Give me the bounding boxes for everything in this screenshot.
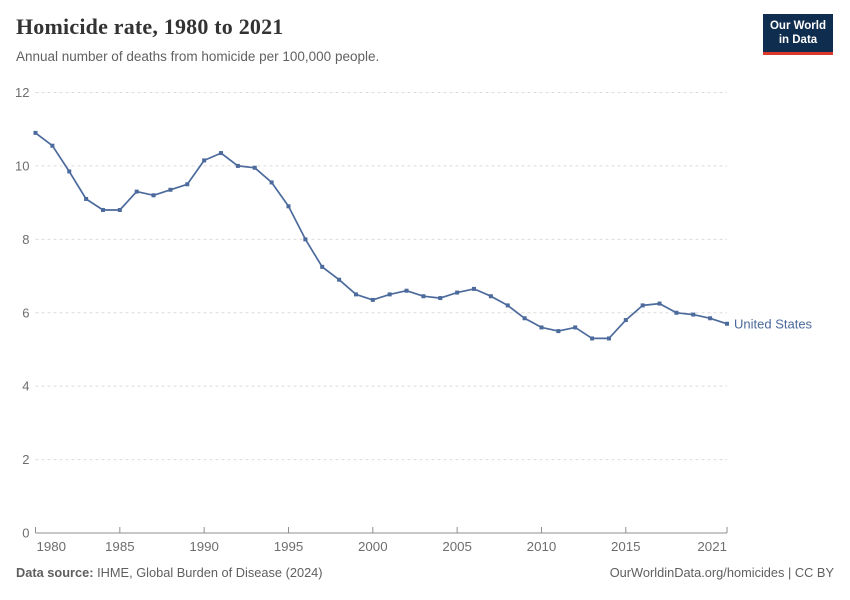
x-tick-label: 2010 <box>527 539 557 554</box>
data-point <box>168 187 173 192</box>
data-point <box>151 193 156 198</box>
data-point <box>522 316 527 321</box>
data-point <box>657 301 662 306</box>
data-point <box>674 310 679 315</box>
gridlines <box>35 92 727 461</box>
data-point <box>320 264 325 269</box>
data-point <box>67 169 72 174</box>
y-tick-label: 0 <box>22 526 29 541</box>
x-tick-label: 2005 <box>442 539 472 554</box>
data-point <box>33 130 38 135</box>
data-point <box>219 151 224 156</box>
data-point <box>606 336 611 341</box>
data-point <box>387 292 392 297</box>
data-source-label: Data source: <box>16 565 94 580</box>
chart-footer: Data source: IHME, Global Burden of Dise… <box>16 565 834 580</box>
data-point <box>252 165 257 170</box>
credit-note: OurWorldinData.org/homicides | CC BY <box>609 565 834 580</box>
chart-canvas: 0 2 4 6 8 10 12 1980 1985 1990 1995 2000 2005 2010 201… <box>15 85 813 554</box>
data-point <box>50 143 55 148</box>
data-point <box>725 321 729 326</box>
x-tick-label: 1980 <box>37 539 67 554</box>
x-tick-label: 2000 <box>358 539 388 554</box>
series-line <box>34 132 728 340</box>
data-point <box>134 189 139 194</box>
x-tick-label: 2015 <box>611 539 641 554</box>
data-point <box>640 303 645 308</box>
data-point <box>303 237 308 242</box>
owid-logo-line1: Our World <box>769 20 826 32</box>
data-point <box>573 325 578 330</box>
owid-logo-line2: in Data <box>778 34 818 47</box>
y-tick-label: 2 <box>22 452 29 467</box>
data-series <box>33 130 729 341</box>
data-point <box>84 196 89 201</box>
axes: 0 2 4 6 8 10 12 1980 1985 1990 1995 2000 2005 2010 201… <box>15 85 728 554</box>
data-point <box>404 288 409 293</box>
data-point <box>235 163 240 168</box>
data-point <box>117 207 122 212</box>
data-point <box>556 329 561 334</box>
data-point <box>202 158 207 163</box>
data-point <box>269 180 274 185</box>
data-point <box>505 303 510 308</box>
data-point <box>370 297 375 302</box>
x-tick-label: 1995 <box>274 539 304 554</box>
data-point <box>337 277 342 282</box>
line-chart: 0 2 4 6 8 10 12 1980 1985 1990 1995 2000 2005 2010 201… <box>0 85 850 560</box>
owid-logo: Our World in Data <box>763 14 833 55</box>
y-tick-label: 10 <box>15 158 29 173</box>
data-point <box>455 290 460 295</box>
x-tick-label: 1985 <box>105 539 135 554</box>
chart-subtitle: Annual number of deaths from homicide pe… <box>16 49 380 64</box>
data-point <box>590 336 595 341</box>
data-source-note: Data source: IHME, Global Burden of Dise… <box>16 565 323 580</box>
series-label: United States <box>734 316 813 331</box>
data-point <box>100 207 105 212</box>
x-tick-label: 2021 <box>697 539 727 554</box>
data-point <box>421 294 426 299</box>
data-point <box>185 182 190 187</box>
y-tick-label: 8 <box>22 232 29 247</box>
y-tick-label: 6 <box>22 305 29 320</box>
data-point <box>708 316 713 321</box>
y-tick-label: 12 <box>15 85 29 100</box>
data-point <box>286 204 291 209</box>
data-point <box>472 286 477 291</box>
data-point <box>438 296 443 301</box>
data-point <box>691 312 696 317</box>
chart-header: Homicide rate, 1980 to 2021 Annual numbe… <box>16 14 740 64</box>
data-point <box>488 294 493 299</box>
page-title: Homicide rate, 1980 to 2021 <box>16 14 284 39</box>
x-tick-label: 1990 <box>189 539 219 554</box>
y-tick-label: 4 <box>22 379 29 394</box>
data-source-text: IHME, Global Burden of Disease (2024) <box>93 565 323 580</box>
data-point <box>539 325 544 330</box>
data-point <box>353 292 358 297</box>
data-point <box>623 318 628 323</box>
